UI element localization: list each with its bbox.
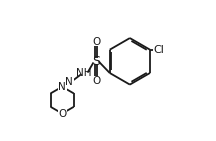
Text: O: O — [92, 37, 100, 47]
Text: N: N — [65, 78, 73, 87]
Text: Cl: Cl — [154, 45, 164, 55]
Text: O: O — [92, 76, 100, 86]
Text: NH: NH — [76, 68, 92, 78]
Text: S: S — [92, 55, 100, 68]
Text: N: N — [58, 82, 66, 92]
Text: O: O — [58, 109, 66, 118]
